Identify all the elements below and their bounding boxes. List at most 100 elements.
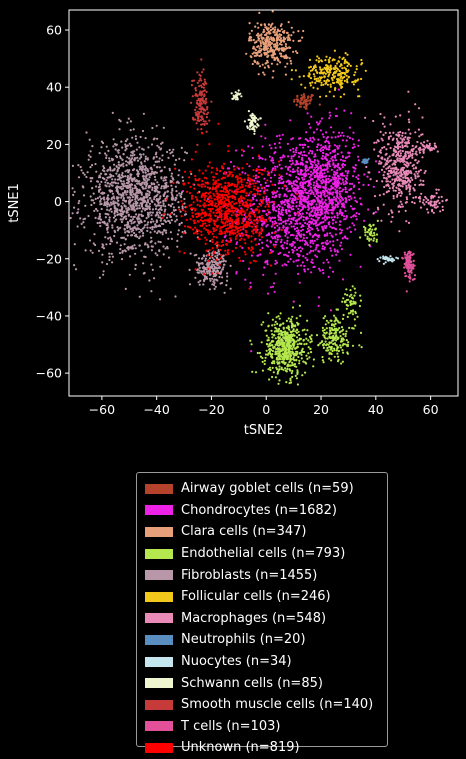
scatter-point xyxy=(304,86,307,89)
scatter-point xyxy=(264,356,267,359)
scatter-point xyxy=(275,352,278,355)
scatter-point xyxy=(354,199,357,202)
scatter-point xyxy=(113,197,116,200)
scatter-point xyxy=(335,349,338,352)
scatter-point xyxy=(296,232,299,235)
scatter-point xyxy=(359,236,362,239)
scatter-point xyxy=(137,222,141,225)
scatter-point xyxy=(133,187,136,190)
scatter-point xyxy=(319,213,322,216)
scatter-point xyxy=(346,344,349,348)
scatter-point xyxy=(324,315,327,318)
scatter-point xyxy=(258,11,261,14)
scatter-point xyxy=(357,159,360,162)
scatter-point xyxy=(351,313,354,316)
scatter-point xyxy=(268,40,272,44)
scatter-point xyxy=(407,118,410,121)
scatter-point xyxy=(413,202,416,205)
scatter-point xyxy=(334,203,337,206)
scatter-point xyxy=(133,168,136,171)
scatter-point xyxy=(339,167,342,170)
scatter-point xyxy=(111,196,114,199)
scatter-point xyxy=(131,154,134,157)
scatter-point xyxy=(287,251,291,254)
scatter-point xyxy=(313,171,316,174)
scatter-point xyxy=(335,253,338,256)
scatter-point xyxy=(82,221,85,224)
scatter-point xyxy=(348,136,352,140)
scatter-point xyxy=(401,150,404,153)
scatter-point xyxy=(308,66,311,69)
scatter-point xyxy=(285,195,288,198)
scatter-point xyxy=(407,179,410,182)
scatter-point xyxy=(309,249,313,252)
scatter-point xyxy=(141,165,144,168)
scatter-point xyxy=(112,216,115,219)
scatter-point xyxy=(407,177,410,180)
scatter-point xyxy=(340,326,344,329)
scatter-point xyxy=(272,346,275,349)
scatter-point xyxy=(156,144,159,147)
scatter-point xyxy=(344,145,347,148)
scatter-point xyxy=(270,147,273,150)
scatter-point xyxy=(271,220,274,224)
scatter-point xyxy=(323,75,326,78)
scatter-point xyxy=(276,330,279,333)
scatter-point xyxy=(314,163,317,166)
scatter-point xyxy=(351,182,354,185)
scatter-point xyxy=(325,131,328,134)
scatter-point xyxy=(324,226,327,230)
scatter-point xyxy=(252,45,255,48)
scatter-point xyxy=(156,231,159,235)
scatter-point xyxy=(301,190,304,193)
scatter-point xyxy=(263,45,266,49)
scatter-point xyxy=(354,79,357,82)
scatter-point xyxy=(134,267,137,270)
scatter-point xyxy=(267,27,270,30)
scatter-point xyxy=(264,40,267,44)
scatter-point xyxy=(340,241,343,244)
scatter-point xyxy=(273,174,276,177)
scatter-point xyxy=(391,178,394,181)
scatter-point xyxy=(129,129,132,132)
scatter-point xyxy=(302,101,305,104)
scatter-point xyxy=(382,203,385,206)
scatter-point xyxy=(334,164,337,167)
scatter-point xyxy=(212,263,215,267)
scatter-point xyxy=(242,259,245,263)
scatter-point xyxy=(294,50,297,53)
scatter-point xyxy=(289,149,292,152)
scatter-point xyxy=(110,210,113,213)
scatter-point xyxy=(412,187,415,190)
scatter-point xyxy=(268,211,271,214)
scatter-point xyxy=(330,157,333,160)
scatter-point xyxy=(141,234,145,237)
scatter-point xyxy=(163,219,166,222)
scatter-point xyxy=(333,68,336,71)
scatter-point xyxy=(343,159,346,162)
scatter-point xyxy=(305,98,308,101)
scatter-point xyxy=(318,76,321,79)
scatter-point xyxy=(276,322,279,325)
scatter-point xyxy=(297,214,300,217)
scatter-point xyxy=(168,148,171,152)
scatter-point xyxy=(279,213,282,216)
scatter-point xyxy=(100,202,103,205)
scatter-point xyxy=(161,154,164,157)
scatter-point xyxy=(92,192,95,195)
scatter-point xyxy=(129,120,132,123)
scatter-point xyxy=(304,107,307,110)
scatter-point xyxy=(320,117,323,120)
scatter-point xyxy=(284,338,287,341)
scatter-point xyxy=(308,122,311,125)
scatter-point xyxy=(294,149,297,152)
scatter-point xyxy=(344,332,347,335)
scatter-point xyxy=(127,248,130,251)
scatter-point xyxy=(285,57,288,60)
scatter-point xyxy=(150,263,153,266)
scatter-point xyxy=(342,188,345,191)
scatter-point xyxy=(155,155,158,158)
scatter-point xyxy=(278,42,282,46)
scatter-point xyxy=(287,351,290,354)
scatter-point xyxy=(342,278,345,281)
